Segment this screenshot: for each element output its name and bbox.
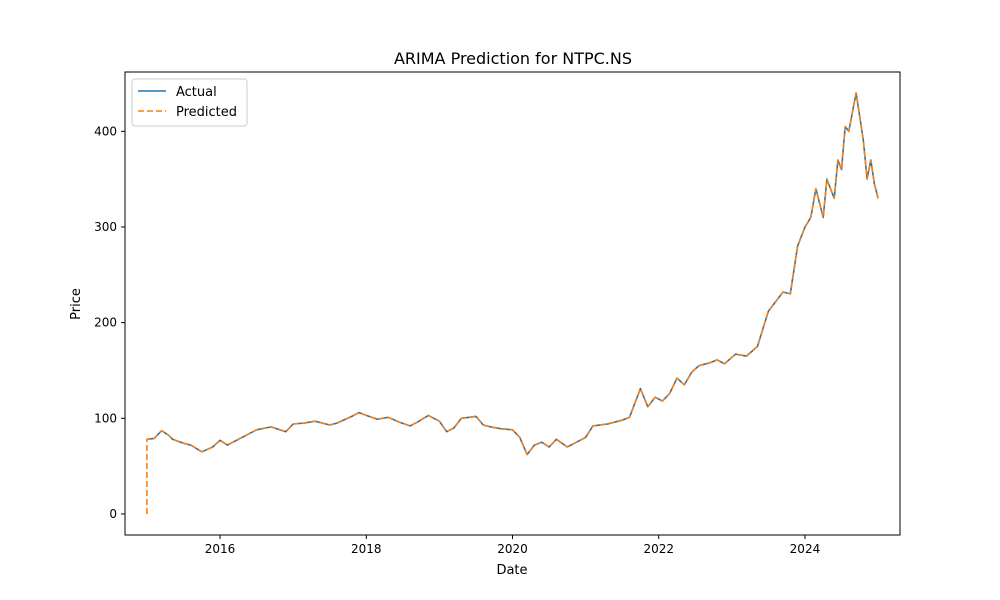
y-tick-label: 100	[94, 411, 117, 425]
x-axis-label: Date	[496, 563, 527, 578]
y-axis-label: Price	[69, 288, 84, 320]
y-tick-label: 200	[94, 316, 117, 330]
series-layer	[146, 92, 879, 514]
series-line-predicted	[146, 92, 879, 514]
x-tick-label: 2018	[351, 542, 382, 556]
y-tick-label: 300	[94, 220, 117, 234]
chart-title: ARIMA Prediction for NTPC.NS	[394, 49, 632, 68]
legend-label-predicted: Predicted	[176, 105, 237, 120]
x-tick-label: 2024	[790, 542, 821, 556]
x-axis: 2016 2018 2020 2022 2024	[205, 535, 820, 556]
x-tick-label: 2022	[643, 542, 674, 556]
x-tick-label: 2020	[497, 542, 528, 556]
legend: Actual Predicted	[131, 78, 248, 127]
y-tick-label: 400	[94, 124, 117, 138]
x-tick-label: 2016	[205, 542, 236, 556]
y-tick-label: 0	[109, 507, 117, 521]
legend-label-actual: Actual	[176, 85, 217, 100]
y-axis: 0 100 200 300 400	[94, 124, 125, 521]
